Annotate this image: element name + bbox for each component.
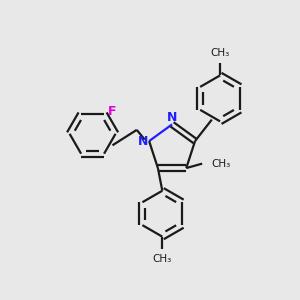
Text: CH₃: CH₃ — [153, 254, 172, 264]
Text: F: F — [108, 105, 117, 118]
Text: N: N — [137, 135, 148, 148]
Text: CH₃: CH₃ — [211, 159, 230, 169]
Text: CH₃: CH₃ — [210, 48, 230, 58]
Text: N: N — [167, 111, 177, 124]
